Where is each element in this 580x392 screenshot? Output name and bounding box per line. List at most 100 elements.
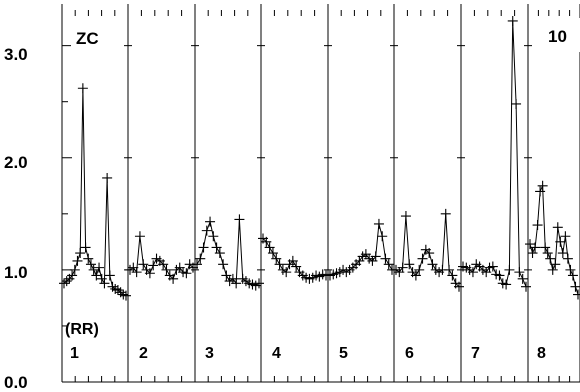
data-point-panel-1-16 bbox=[102, 172, 113, 183]
data-point-panel-2-7 bbox=[148, 260, 159, 271]
data-point-panel-6-7 bbox=[414, 264, 425, 275]
data-point-panel-8-9 bbox=[547, 264, 558, 275]
data-point-panel-4-2 bbox=[264, 242, 275, 253]
data-point-panel-8-8 bbox=[545, 253, 556, 264]
data-point-panel-6-17 bbox=[447, 270, 458, 281]
panel-label-8: 8 bbox=[537, 345, 546, 362]
series-line-panel-6 bbox=[395, 213, 460, 288]
data-point-panel-6-15 bbox=[440, 208, 451, 219]
data-point-panel-1-4 bbox=[69, 264, 80, 275]
data-point-panel-1-15 bbox=[99, 278, 110, 289]
data-point-panel-8-19 bbox=[573, 289, 580, 300]
data-point-panel-4-9 bbox=[287, 255, 298, 266]
data-point-panel-1-12 bbox=[91, 270, 102, 281]
data-point-panel-4-1 bbox=[261, 236, 272, 247]
data-point-panel-3-3 bbox=[201, 225, 212, 236]
data-point-panel-6-4 bbox=[404, 259, 415, 270]
data-point-panel-8-14 bbox=[560, 231, 571, 242]
panel-label-5: 5 bbox=[339, 345, 348, 362]
data-point-panel-2-4 bbox=[138, 259, 149, 270]
data-point-panel-7-17 bbox=[514, 267, 525, 278]
series-line-panel-8 bbox=[529, 185, 579, 295]
data-point-panel-8-16 bbox=[565, 264, 576, 275]
data-point-panel-7-11 bbox=[494, 270, 505, 281]
data-point-panel-1-19 bbox=[110, 283, 121, 294]
data-point-panel-8-7 bbox=[542, 248, 553, 259]
data-point-panel-3-1 bbox=[195, 253, 206, 264]
data-point-panel-1-6 bbox=[75, 248, 86, 259]
panel-label-1: 1 bbox=[70, 345, 79, 362]
y-tick-label-3: 3.0 bbox=[4, 45, 28, 64]
data-point-panel-4-10 bbox=[291, 261, 302, 272]
data-point-panel-4-4 bbox=[271, 253, 282, 264]
data-point-panel-8-12 bbox=[555, 236, 566, 247]
data-point-panel-3-8 bbox=[218, 259, 229, 270]
data-point-panel-5-17 bbox=[380, 253, 391, 264]
data-point-panel-1-1 bbox=[61, 276, 72, 287]
series-line-panel-7 bbox=[462, 20, 527, 287]
data-point-panel-7-14 bbox=[504, 264, 515, 275]
data-point-panel-1-11 bbox=[88, 264, 99, 275]
data-point-panel-2-2 bbox=[131, 267, 142, 278]
data-point-panel-3-19 bbox=[254, 278, 264, 289]
data-point-panel-1-3 bbox=[67, 270, 78, 281]
data-point-panel-6-2 bbox=[397, 262, 408, 273]
data-point-panel-1-5 bbox=[72, 255, 83, 266]
data-point-panel-7-19 bbox=[521, 281, 531, 292]
corner-label-right-bg bbox=[537, 18, 580, 52]
data-point-panel-6-11 bbox=[427, 259, 438, 270]
data-point-panel-3-6 bbox=[211, 242, 222, 253]
data-point-panel-8-6 bbox=[540, 242, 551, 253]
panel-label-6: 6 bbox=[405, 345, 414, 362]
data-point-panel-5-15 bbox=[373, 218, 384, 229]
data-point-panel-7-9 bbox=[487, 261, 498, 272]
data-point-panel-8-18 bbox=[570, 281, 580, 292]
data-point-panel-2-10 bbox=[158, 259, 169, 270]
y-tick-label-2: 2.0 bbox=[4, 153, 28, 172]
data-point-panel-6-10 bbox=[424, 248, 435, 259]
corner-label-left: ZC bbox=[76, 29, 99, 48]
data-point-panel-1-21 bbox=[115, 287, 126, 298]
data-point-panel-7-15 bbox=[507, 15, 518, 26]
data-point-panel-1-10 bbox=[85, 259, 96, 270]
panel-label-4: 4 bbox=[272, 345, 281, 362]
data-point-panel-3-0 bbox=[192, 259, 202, 270]
data-point-panel-1-20 bbox=[112, 285, 123, 296]
panel-label-7: 7 bbox=[471, 345, 480, 362]
data-point-panel-8-15 bbox=[562, 253, 573, 264]
data-point-panel-1-13 bbox=[94, 262, 105, 273]
data-point-panel-6-3 bbox=[400, 211, 411, 222]
data-point-panel-3-12 bbox=[231, 278, 242, 289]
data-point-panel-6-6 bbox=[410, 270, 421, 281]
labels: ZC 10 (RR) 1 2 3 4 5 6 7 8 3.0 2.0 1.0 0… bbox=[4, 18, 580, 392]
data-point-panel-1-9 bbox=[83, 253, 94, 264]
data-point-panel-8-11 bbox=[552, 222, 563, 233]
data-point-panel-7-16 bbox=[511, 98, 522, 109]
data-point-panel-6-16 bbox=[444, 264, 455, 275]
data-point-panel-5-16 bbox=[377, 231, 388, 242]
data-point-panel-7-18 bbox=[517, 273, 528, 284]
data-point-panel-8-1 bbox=[527, 248, 538, 259]
data-point-panel-3-5 bbox=[208, 231, 219, 242]
data-point-panel-2-3 bbox=[134, 231, 145, 242]
panel-label-2: 2 bbox=[139, 345, 148, 362]
panel-grid bbox=[61, 4, 580, 383]
data-point-panel-8-5 bbox=[537, 180, 548, 191]
data-point-panel-8-17 bbox=[567, 270, 578, 281]
data-point-panel-4-5 bbox=[274, 259, 285, 270]
panel-label-3: 3 bbox=[205, 345, 214, 362]
data-point-panel-7-3 bbox=[467, 267, 478, 278]
data-point-panel-3-7 bbox=[214, 248, 225, 259]
data-point-panel-8-13 bbox=[557, 248, 568, 259]
data-point-panel-1-17 bbox=[104, 270, 115, 281]
y-tick-label-0: 0.0 bbox=[4, 373, 28, 392]
data-series bbox=[59, 15, 580, 301]
data-point-panel-8-10 bbox=[550, 259, 561, 270]
data-point-panel-5-18 bbox=[383, 259, 394, 270]
group-label: (RR) bbox=[65, 321, 99, 338]
data-point-panel-1-0 bbox=[59, 278, 69, 289]
data-point-panel-1-8 bbox=[80, 242, 91, 253]
data-point-panel-8-2 bbox=[530, 242, 541, 253]
data-point-panel-6-19 bbox=[454, 281, 464, 292]
data-point-panel-2-13 bbox=[168, 273, 179, 284]
